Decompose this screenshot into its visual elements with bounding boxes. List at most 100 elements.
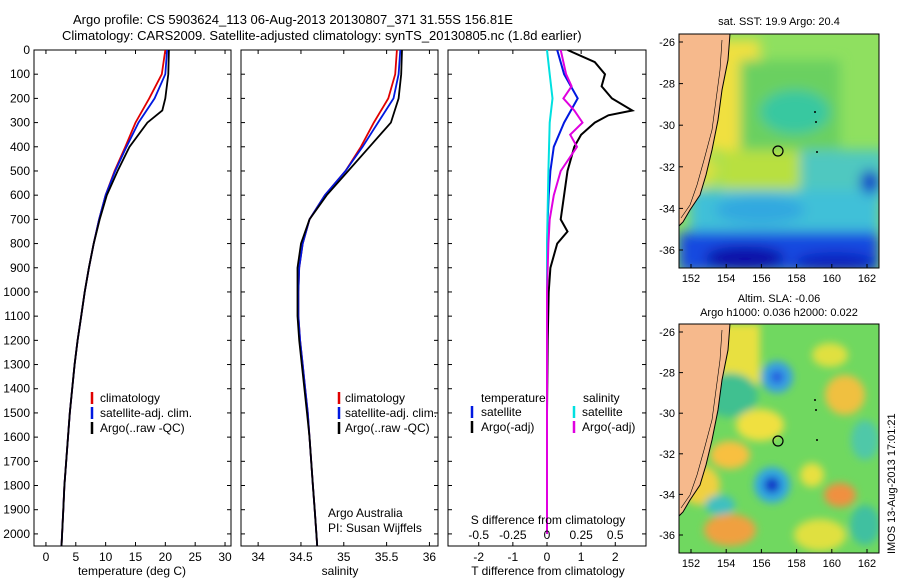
s-tick-label: 0.5 — [607, 528, 624, 542]
depth-tick-label: 200 — [10, 91, 30, 105]
x-tick-label: 2 — [612, 550, 619, 564]
x-tick-label: 1 — [578, 550, 585, 564]
depth-tick-label: 600 — [10, 188, 30, 202]
s-difference-xlabel: S difference from climatology — [471, 513, 626, 527]
depth-tick-label: 1300 — [3, 358, 30, 372]
x-tick-label: 10 — [99, 550, 113, 564]
map-y-tick: -32 — [659, 449, 675, 461]
map-y-tick: -34 — [659, 489, 675, 501]
s-tick-label: 0 — [544, 528, 551, 542]
x-tick-label: 34 — [251, 550, 265, 564]
t-difference-xlabel: T difference from climatology — [471, 564, 625, 578]
legend-argo: Argo(..raw -QC) — [100, 421, 185, 435]
map-y-tick: -26 — [659, 37, 675, 49]
sst-map-title: sat. SST: 19.9 Argo: 20.4 — [718, 16, 840, 28]
salinity-axes — [240, 49, 439, 547]
map-x-tick: 152 — [682, 558, 700, 570]
map-y-tick: -34 — [659, 203, 675, 215]
depth-tick-label: 1800 — [3, 479, 30, 493]
depth-tick-label: 700 — [10, 212, 30, 226]
depth-tick-label: 1500 — [3, 406, 30, 420]
difference-legend: temperature salinity satellite Argo(-adj… — [470, 391, 635, 434]
salinity-legend: climatology satellite-adj. clim. Argo(..… — [328, 391, 437, 535]
argo-position-marker — [772, 435, 784, 447]
x-tick-label: 35.5 — [375, 550, 399, 564]
map-y-tick: -26 — [659, 327, 675, 339]
depth-tick-label: 0 — [23, 43, 30, 57]
depth-tick-label: 2000 — [3, 527, 30, 541]
temperature-axes — [33, 49, 232, 547]
difference-ticks: -2 -1 0 1 2 — [448, 49, 646, 564]
s-tick-label: 0.25 — [569, 528, 593, 542]
x-tick-label: 5 — [72, 550, 79, 564]
x-tick-label: -1 — [508, 550, 519, 564]
map-y-tick: -28 — [659, 79, 675, 91]
series-line-argo-raw-qc- — [296, 50, 403, 546]
map-x-tick: 162 — [858, 558, 876, 570]
legend-t-argo: Argo(-adj) — [481, 420, 534, 434]
map-x-tick: 154 — [717, 273, 735, 285]
legend-climatology: climatology — [345, 391, 405, 405]
temperature-legend: climatology satellite-adj. clim. Argo(..… — [90, 391, 192, 435]
legend-temperature-title: temperature — [481, 391, 546, 405]
map-x-tick: 154 — [717, 558, 735, 570]
series-line-argo-adj- — [546, 50, 636, 534]
map-x-tick: 156 — [752, 273, 770, 285]
s-tick-label: -0.25 — [499, 528, 527, 542]
map-y-tick: -32 — [659, 162, 675, 174]
s-tick-label: -0.5 — [468, 528, 489, 542]
map-x-tick: 162 — [858, 273, 876, 285]
map-x-tick: 158 — [787, 558, 805, 570]
x-tick-label: 36 — [423, 550, 437, 564]
series-line-argo-adj- — [546, 50, 584, 534]
legend-satellite: satellite-adj. clim. — [345, 406, 437, 420]
depth-tick-label: 1000 — [3, 285, 30, 299]
map-x-tick: 156 — [752, 558, 770, 570]
salinity-lines — [296, 50, 403, 546]
legend-s-satellite: satellite — [582, 405, 623, 419]
depth-tick-label: 1400 — [3, 382, 30, 396]
depth-tick-label: 800 — [10, 237, 30, 251]
map-y-tick: -28 — [659, 368, 675, 380]
depth-tick-label: 1600 — [3, 430, 30, 444]
depth-tick-label: 1200 — [3, 333, 30, 347]
map-y-tick: -30 — [659, 120, 675, 132]
legend-satellite: satellite-adj. clim. — [100, 406, 192, 420]
legend-climatology: climatology — [100, 391, 160, 405]
map-x-tick: 158 — [787, 273, 805, 285]
map-y-tick: -30 — [659, 408, 675, 420]
depth-tick-label: 100 — [10, 67, 30, 81]
argo-australia-label: Argo Australia — [328, 506, 403, 520]
map-y-tick: -36 — [659, 530, 675, 542]
depth-tick-label: 500 — [10, 164, 30, 178]
x-tick-label: 20 — [159, 550, 173, 564]
x-tick-label: 25 — [189, 550, 203, 564]
x-tick-label: 0 — [43, 550, 50, 564]
s-difference-tick-labels: -0.5 -0.25 0 0.25 0.5 — [468, 528, 624, 542]
x-tick-label: 0 — [544, 550, 551, 564]
legend-t-satellite: satellite — [481, 405, 522, 419]
x-tick-label: 30 — [218, 550, 232, 564]
sla-map: Altim. SLA: -0.06 Argo h1000: 0.036 h200… — [659, 293, 880, 570]
legend-s-argo: Argo(-adj) — [582, 420, 635, 434]
pi-label: PI: Susan Wijffels — [328, 521, 422, 535]
sla-map-title: Altim. SLA: -0.06 — [738, 293, 821, 305]
title-line-2: Climatology: CARS2009. Satellite-adjuste… — [62, 28, 582, 43]
x-tick-label: 15 — [129, 550, 143, 564]
depth-tick-labels: 0 100 200 300 400 500 600 700 800 900 1000 1100 1200… — [3, 43, 30, 541]
temperature-ticks: 0 5 10 15 20 25 30 — [34, 49, 232, 564]
salinity-ticks: 34 34.5 35 35.5 36 — [241, 49, 438, 564]
map-x-tick: 160 — [823, 558, 841, 570]
sla-map-subtitle: Argo h1000: 0.036 h2000: 0.022 — [700, 307, 858, 319]
depth-tick-label: 900 — [10, 261, 30, 275]
map-y-tick: -36 — [659, 245, 675, 257]
difference-lines — [546, 50, 636, 534]
legend-argo: Argo(..raw -QC) — [345, 421, 430, 435]
depth-tick-label: 300 — [10, 116, 30, 130]
salinity-xlabel: salinity — [322, 564, 359, 578]
sst-map: sat. SST: 19.9 Argo: 20.4 — [659, 16, 880, 285]
temperature-lines — [60, 50, 170, 546]
legend-salinity-title: salinity — [583, 391, 620, 405]
x-tick-label: 35 — [337, 550, 351, 564]
